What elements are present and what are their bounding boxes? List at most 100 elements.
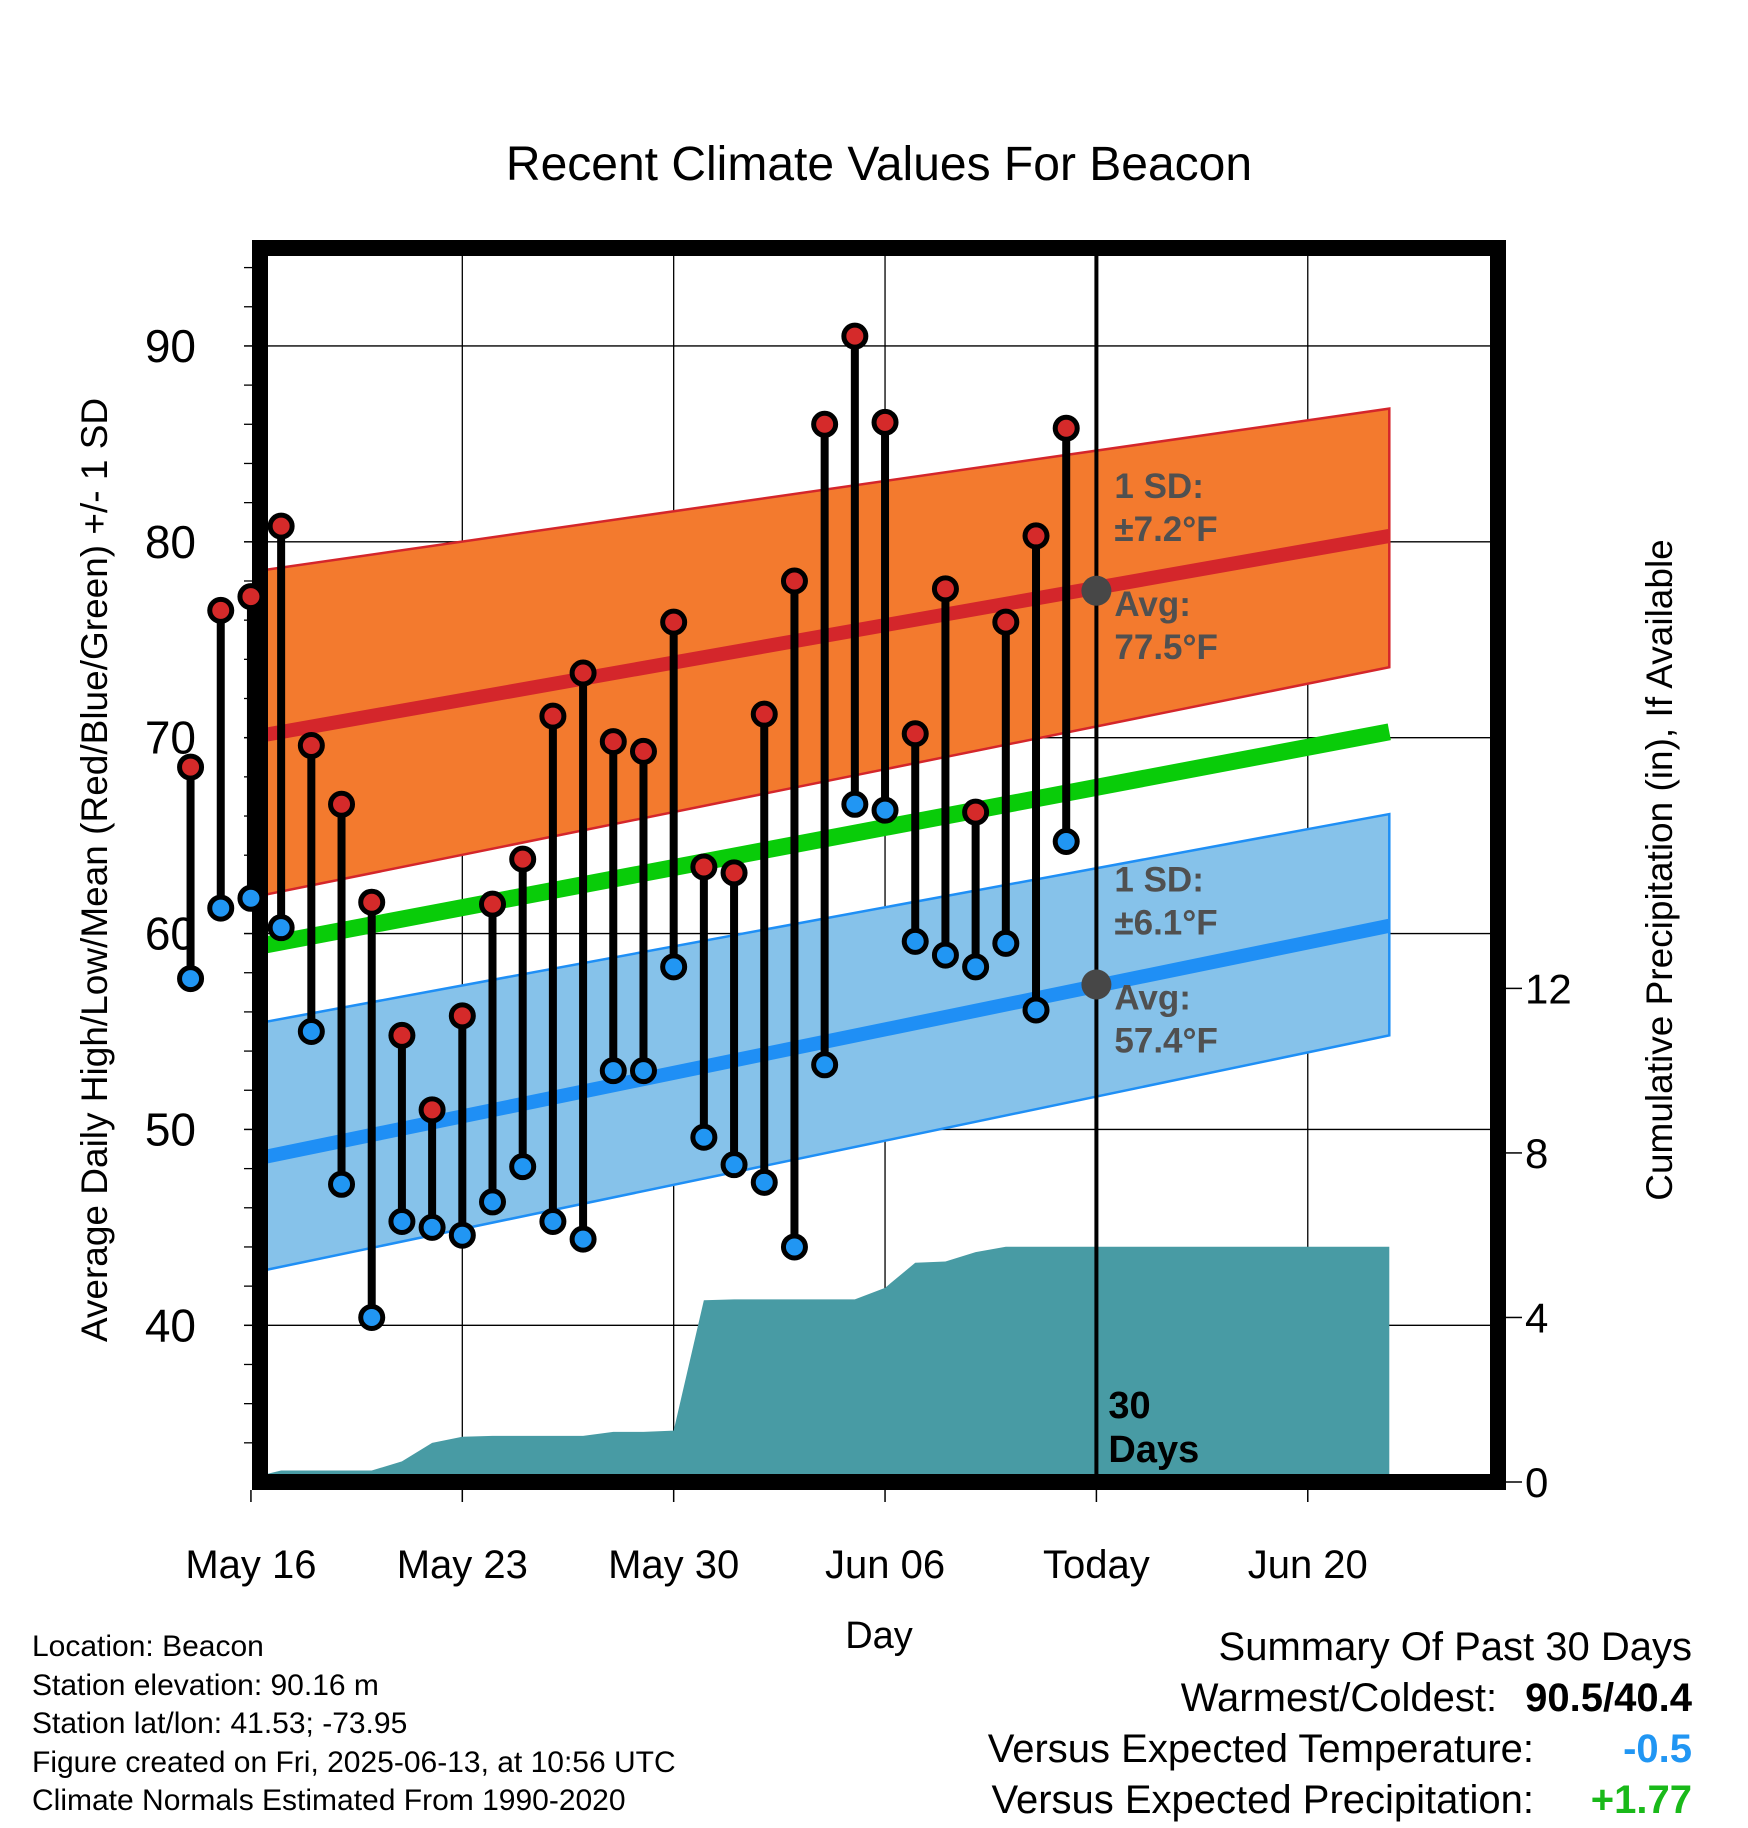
daily-low-point — [629, 1057, 657, 1085]
daily-high-point — [750, 700, 778, 728]
daily-low-point — [931, 941, 959, 969]
daily-low-point — [207, 894, 235, 922]
elevation-text: Station elevation: 90.16 m — [32, 1668, 379, 1702]
daily-high-point — [479, 890, 507, 918]
daily-low-point — [750, 1168, 778, 1196]
daily-high-point — [388, 1021, 416, 1049]
daily-high-point — [720, 859, 748, 887]
y-axis-label-right: Cumulative Precipitation (in), If Availa… — [1639, 539, 1680, 1201]
daily-high-point — [1022, 522, 1050, 550]
daily-high-point — [267, 512, 295, 540]
daily-low-point — [267, 914, 295, 942]
annotation-high-avg-line1: Avg: — [1114, 585, 1190, 624]
x-tick-label: Jun 20 — [1248, 1543, 1368, 1587]
daily-low-point — [328, 1170, 356, 1198]
summary-title: Summary Of Past 30 Days — [1218, 1625, 1692, 1669]
temp-departure-label: Versus Expected Temperature: — [987, 1727, 1534, 1771]
y-tick-label: 40 — [145, 1299, 196, 1351]
coldest-value: 40.4 — [1614, 1676, 1692, 1720]
daily-low-point — [811, 1051, 839, 1079]
daily-high-point — [841, 322, 869, 350]
location-text: Location: Beacon — [32, 1630, 264, 1663]
annotation-high-avg-line2: 77.5°F — [1114, 628, 1218, 667]
x-tick-label: May 30 — [608, 1543, 739, 1587]
x-axis-label: Day — [845, 1615, 913, 1657]
daily-low-point — [992, 929, 1020, 957]
daily-low-point — [177, 965, 205, 993]
daily-high-point — [207, 596, 235, 624]
normal-high-mean-line — [260, 529, 1391, 743]
daily-low-point — [660, 953, 688, 981]
x-tick-label: May 23 — [397, 1543, 528, 1587]
daily-high-point — [237, 583, 265, 611]
high-average-dot — [1081, 575, 1112, 606]
annotation-low-avg-line1: Avg: — [1114, 978, 1190, 1017]
daily-high-point — [871, 408, 899, 436]
daily-high-point — [992, 608, 1020, 636]
today-days-label: Days — [1108, 1429, 1199, 1471]
annotation-high-sd-line2: ±7.2°F — [1114, 510, 1217, 549]
daily-high-point — [539, 702, 567, 730]
low-average-dot — [1081, 969, 1112, 1000]
daily-low-point — [569, 1225, 597, 1253]
x-tick-label: Jun 06 — [825, 1543, 945, 1587]
today-days-label: 30 — [1108, 1385, 1150, 1427]
annotation-low-sd-line2: ±6.1°F — [1114, 903, 1217, 942]
daily-low-point — [720, 1151, 748, 1179]
plot-frame — [252, 240, 1506, 1490]
normals-text: Climate Normals Estimated From 1990-2020 — [32, 1784, 626, 1817]
cumulative-precipitation-area — [260, 1246, 1390, 1482]
y-right-tick-label: 8 — [1525, 1130, 1548, 1177]
daily-low-point — [237, 884, 265, 912]
precip-departure-value: +1.77 — [1590, 1778, 1692, 1822]
daily-high-point — [297, 732, 325, 760]
daily-high-point — [418, 1096, 446, 1124]
daily-high-point — [358, 888, 386, 916]
precip-departure-label: Versus Expected Precipitation: — [991, 1778, 1534, 1822]
daily-high-point — [901, 720, 929, 748]
annotation-high-sd-line1: 1 SD: — [1114, 467, 1203, 506]
y-right-tick-label: 0 — [1525, 1459, 1548, 1506]
station-info: Location: Beacon Station elevation: 90.1… — [32, 1628, 676, 1821]
daily-high-point — [599, 728, 627, 756]
y-right-tick-label: 12 — [1525, 965, 1572, 1012]
annotation-low-avg-line2: 57.4°F — [1114, 1021, 1218, 1060]
y-tick-label: 90 — [145, 320, 196, 372]
daily-low-point — [358, 1303, 386, 1331]
y-axis-label-left: Average Daily High/Low/Mean (Red/Blue/Gr… — [74, 398, 115, 1342]
chart-title: Recent Climate Values For Beacon — [506, 138, 1252, 191]
daily-high-point — [962, 798, 990, 826]
daily-high-point — [328, 790, 356, 818]
daily-high-point — [177, 753, 205, 781]
normal-low-mean-line — [260, 918, 1391, 1166]
x-tick-label: Today — [1043, 1543, 1150, 1587]
y-tick-label: 50 — [145, 1103, 196, 1155]
daily-low-point — [901, 927, 929, 955]
daily-low-point — [539, 1207, 567, 1235]
daily-low-point — [1052, 827, 1080, 855]
daily-high-point — [690, 853, 718, 881]
daily-high-point — [629, 737, 657, 765]
daily-low-point — [780, 1233, 808, 1261]
latlon-text: Station lat/lon: 41.53; -73.95 — [32, 1707, 408, 1740]
daily-high-point — [509, 845, 537, 873]
y-right-tick-label: 4 — [1525, 1294, 1548, 1341]
x-tick-label: May 16 — [185, 1543, 316, 1587]
daily-low-point — [871, 796, 899, 824]
daily-low-point — [418, 1213, 446, 1241]
normal-mean-line — [260, 723, 1391, 955]
daily-low-point — [388, 1207, 416, 1235]
created-text: Figure created on Fri, 2025-06-13, at 10… — [32, 1745, 676, 1779]
daily-high-point — [780, 567, 808, 595]
daily-low-point — [448, 1221, 476, 1249]
daily-high-point — [931, 575, 959, 603]
summary-panel: Summary Of Past 30 Days Warmest/Coldest:… — [988, 1622, 1692, 1826]
temp-departure-row: Versus Expected Temperature: -0.5 — [988, 1724, 1692, 1775]
daily-low-point — [479, 1188, 507, 1216]
precip-departure-row: Versus Expected Precipitation: +1.77 — [988, 1775, 1692, 1826]
daily-high-point — [569, 659, 597, 687]
daily-low-point — [599, 1057, 627, 1085]
